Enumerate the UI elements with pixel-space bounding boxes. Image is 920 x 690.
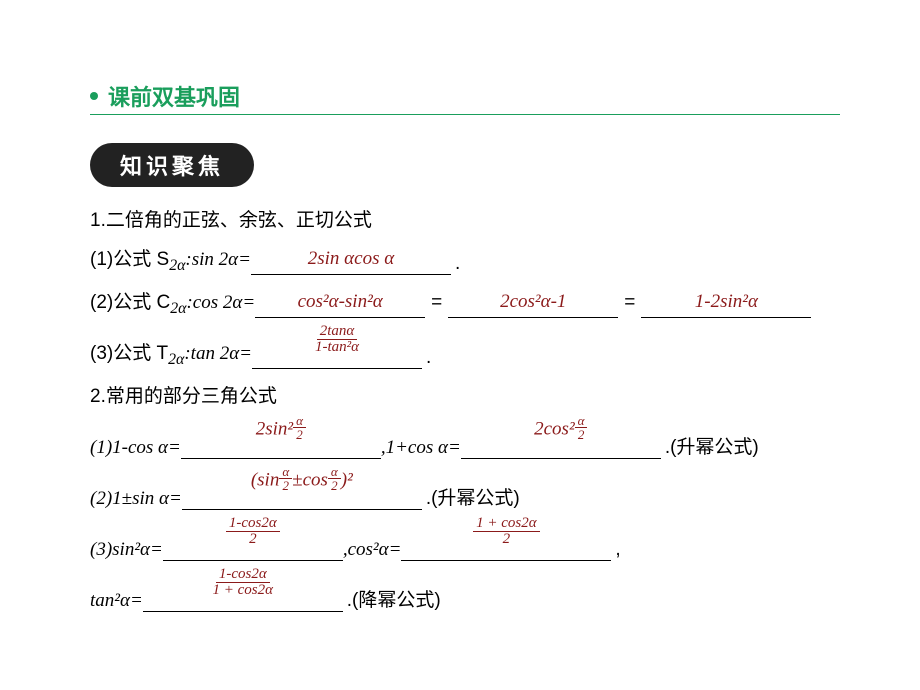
section-title: 课前双基巩固 xyxy=(108,80,240,112)
tail: , xyxy=(615,539,620,561)
topic2-heading: 2.常用的部分三角公式 xyxy=(90,381,840,408)
answer2: 2cos²α-1 xyxy=(500,291,566,312)
blank1: 1-cos2α2 xyxy=(163,522,343,561)
blank2: 2cos²α-1 xyxy=(448,289,618,318)
label: (2)公式 C2α:cos 2α= xyxy=(90,287,255,318)
bullet-icon xyxy=(90,92,98,100)
answer3: 1-2sin²α xyxy=(695,291,758,312)
equals: = xyxy=(431,292,442,314)
page-content: 课前双基巩固 知识聚焦 1.二倍角的正弦、余弦、正切公式 (1)公式 S2α:s… xyxy=(0,0,920,612)
formula-s2a: (1)公式 S2α:sin 2α= 2sin αcos α . xyxy=(90,244,840,275)
note: .(升幂公式) xyxy=(665,432,759,459)
label: (1)公式 S2α:sin 2α= xyxy=(90,244,251,275)
topic1-heading: 1.二倍角的正弦、余弦、正切公式 xyxy=(90,205,840,232)
formula-p1: (1)1-cos α= 2sin²α2 ,1+cos α= 2cos²α2 .(… xyxy=(90,420,840,459)
pre: tan²α= xyxy=(90,590,143,612)
formula-p2: (2)1±sin α= (sinα2±cosα2)² .(升幂公式) xyxy=(90,471,840,510)
answer2: 1 + cos2α2 xyxy=(473,518,540,551)
formula-p3: (3)sin²α= 1-cos2α2 ,cos²α= 1 + cos2α2 , xyxy=(90,522,840,561)
blank: 1-cos2α1 + cos2α xyxy=(143,573,343,612)
blank2: 2cos²α2 xyxy=(461,420,661,459)
pre1: (1)1-cos α= xyxy=(90,437,181,459)
note: .(升幂公式) xyxy=(426,483,520,510)
answer1: 2sin²α2 xyxy=(256,416,306,444)
blank1: 2sin²α2 xyxy=(181,420,381,459)
blank: 2tanα 1-tan²α xyxy=(252,330,422,369)
mid: ,cos²α= xyxy=(343,539,402,561)
blank1: cos²α-sin²α xyxy=(255,289,425,318)
answer: 2tanα 1-tan²α xyxy=(312,326,362,359)
pre: (2)1±sin α= xyxy=(90,488,182,510)
note: .(降幂公式) xyxy=(347,585,441,612)
period: . xyxy=(426,347,431,369)
formula-p4: tan²α= 1-cos2α1 + cos2α .(降幂公式) xyxy=(90,573,840,612)
blank2: 1 + cos2α2 xyxy=(401,522,611,561)
blank: 2sin αcos α xyxy=(251,246,451,275)
badge-row: 知识聚焦 xyxy=(90,143,840,199)
label: (3)公式 T2α:tan 2α= xyxy=(90,338,252,369)
pre1: (3)sin²α= xyxy=(90,539,163,561)
answer1: 1-cos2α2 xyxy=(226,518,280,551)
answer1: cos²α-sin²α xyxy=(298,291,383,312)
equals: = xyxy=(624,292,635,314)
formula-c2a: (2)公式 C2α:cos 2α= cos²α-sin²α = 2cos²α-1… xyxy=(90,287,840,318)
blank: (sinα2±cosα2)² xyxy=(182,471,422,510)
answer: (sinα2±cosα2)² xyxy=(251,467,353,495)
blank3: 1-2sin²α xyxy=(641,289,811,318)
period: . xyxy=(455,253,460,275)
answer: 1-cos2α1 + cos2α xyxy=(210,569,277,602)
focus-badge: 知识聚焦 xyxy=(90,143,254,187)
section-header: 课前双基巩固 xyxy=(90,80,840,115)
formula-t2a: (3)公式 T2α:tan 2α= 2tanα 1-tan²α . xyxy=(90,330,840,369)
answer: 2sin αcos α xyxy=(308,248,394,269)
mid: ,1+cos α= xyxy=(381,437,461,459)
answer2: 2cos²α2 xyxy=(534,416,587,444)
